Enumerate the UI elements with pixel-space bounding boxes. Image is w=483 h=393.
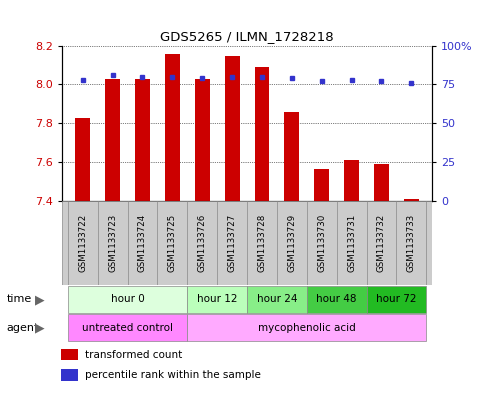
Text: ▶: ▶ <box>35 321 44 334</box>
Text: GSM1133729: GSM1133729 <box>287 214 297 272</box>
Text: percentile rank within the sample: percentile rank within the sample <box>85 370 261 380</box>
Text: GSM1133727: GSM1133727 <box>227 214 237 272</box>
Bar <box>75 118 90 201</box>
Bar <box>307 286 367 313</box>
Text: GSM1133728: GSM1133728 <box>257 214 267 272</box>
Bar <box>314 169 329 201</box>
Text: hour 0: hour 0 <box>111 294 144 305</box>
Bar <box>68 314 187 341</box>
Bar <box>105 79 120 201</box>
Text: GSM1133725: GSM1133725 <box>168 214 177 272</box>
Text: hour 24: hour 24 <box>256 294 297 305</box>
Bar <box>344 160 359 201</box>
Bar <box>195 79 210 201</box>
Bar <box>187 314 426 341</box>
Text: agent: agent <box>6 323 39 333</box>
Text: hour 12: hour 12 <box>197 294 238 305</box>
Bar <box>374 164 389 201</box>
Bar <box>247 286 307 313</box>
Text: ▶: ▶ <box>35 293 44 306</box>
Text: time: time <box>6 294 31 305</box>
Bar <box>225 56 240 201</box>
Bar <box>187 286 247 313</box>
Text: GSM1133724: GSM1133724 <box>138 214 147 272</box>
Text: GSM1133733: GSM1133733 <box>407 214 416 272</box>
Bar <box>255 67 270 201</box>
Bar <box>135 79 150 201</box>
Text: untreated control: untreated control <box>82 323 173 333</box>
Text: GSM1133730: GSM1133730 <box>317 214 326 272</box>
Bar <box>165 54 180 201</box>
Text: transformed count: transformed count <box>85 350 183 360</box>
Bar <box>284 112 299 201</box>
Text: mycophenolic acid: mycophenolic acid <box>258 323 355 333</box>
Text: hour 72: hour 72 <box>376 294 417 305</box>
Text: GSM1133732: GSM1133732 <box>377 214 386 272</box>
Text: GSM1133723: GSM1133723 <box>108 214 117 272</box>
Bar <box>68 286 187 313</box>
Bar <box>61 349 78 360</box>
Text: GSM1133726: GSM1133726 <box>198 214 207 272</box>
Title: GDS5265 / ILMN_1728218: GDS5265 / ILMN_1728218 <box>160 30 334 43</box>
Bar <box>367 286 426 313</box>
Text: GSM1133731: GSM1133731 <box>347 214 356 272</box>
Text: GSM1133722: GSM1133722 <box>78 214 87 272</box>
Text: hour 48: hour 48 <box>316 294 357 305</box>
Bar <box>61 369 78 381</box>
Bar <box>404 199 419 201</box>
